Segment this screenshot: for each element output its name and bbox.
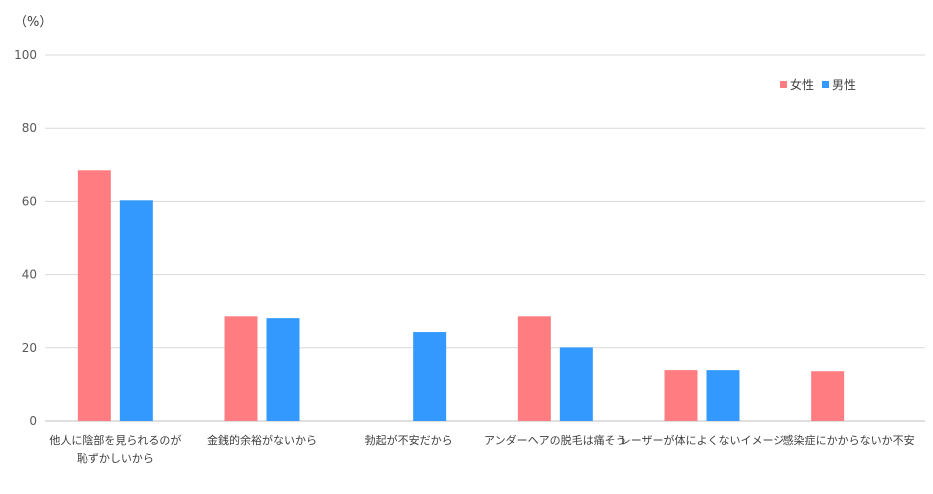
bar-female-1 xyxy=(224,316,258,421)
y-tick-label: 40 xyxy=(22,268,37,282)
y-tick-label: 0 xyxy=(29,414,37,428)
y-axis-ticks: 0 20 40 60 80 100 xyxy=(14,48,37,428)
x-category-label: アンダーヘアの脱毛は痛そう xyxy=(484,433,627,447)
y-tick-label: 60 xyxy=(22,194,37,208)
x-category-label: レーザーが体によくないイメージ xyxy=(620,433,785,447)
y-tick-label: 100 xyxy=(14,48,37,62)
legend: 女性 男性 xyxy=(780,77,856,92)
y-tick-label: 20 xyxy=(22,341,37,355)
legend-label-female: 女性 xyxy=(790,77,814,92)
grid xyxy=(45,54,925,422)
x-category-label: 感染症にかからないか不安 xyxy=(783,433,915,447)
legend-label-male: 男性 xyxy=(832,78,856,92)
x-category-label: 金銭的余裕がないから xyxy=(207,433,317,447)
legend-swatch-female xyxy=(780,81,787,88)
bar-female-4 xyxy=(664,370,698,421)
bar-female-0 xyxy=(77,170,111,421)
x-category-label: 勃起が不安だから xyxy=(365,433,453,447)
legend-swatch-male xyxy=(822,81,829,88)
y-tick-label: 80 xyxy=(22,121,37,135)
bar-male-4 xyxy=(706,370,740,421)
bar-male-1 xyxy=(266,318,300,421)
bar-male-3 xyxy=(559,347,593,421)
bar-female-3 xyxy=(517,316,551,421)
y-axis-unit-label: （%） xyxy=(14,15,52,30)
bar-female-5 xyxy=(811,371,845,421)
x-category-label: 他人に陰部を見られるのが xyxy=(49,433,181,447)
bar-male-2 xyxy=(413,332,447,421)
x-category-label: 恥ずかしいから xyxy=(77,452,154,465)
bar-male-0 xyxy=(119,200,153,421)
bars xyxy=(77,170,845,421)
